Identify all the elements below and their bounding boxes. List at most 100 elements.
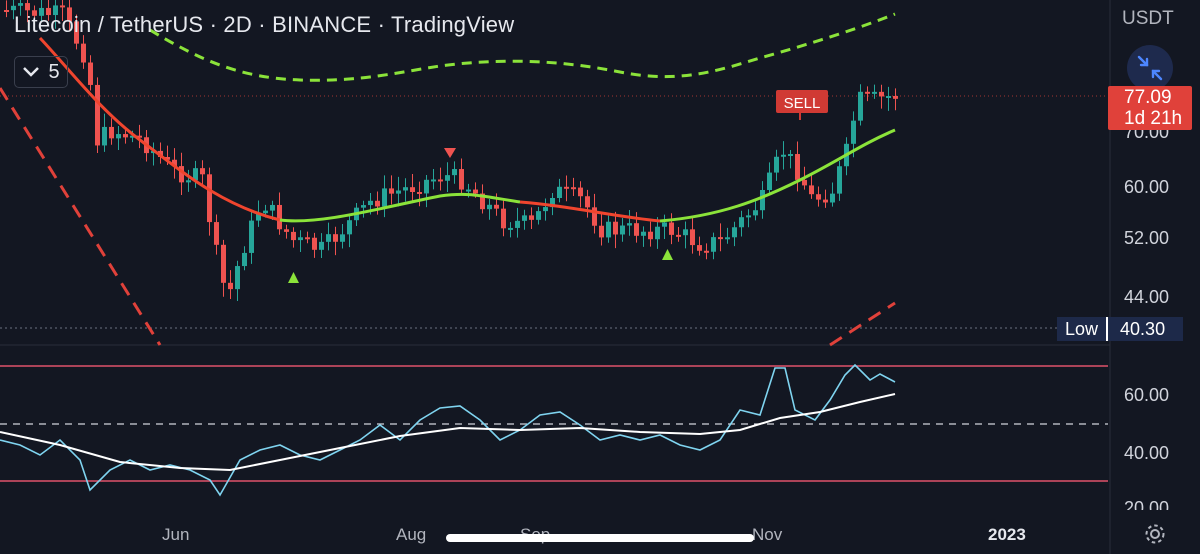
candle-body: [116, 134, 121, 139]
candle-body: [522, 215, 527, 221]
candle-body: [200, 168, 205, 175]
ma-green-segment-2: [659, 128, 896, 223]
low-value: 40.30: [1108, 317, 1184, 341]
candle-body: [410, 187, 415, 192]
candle-body: [592, 207, 597, 226]
currency-label[interactable]: USDT: [1122, 8, 1174, 29]
candle-body: [235, 266, 240, 290]
candle-body: [662, 222, 667, 227]
candle-body: [711, 237, 716, 252]
candle-body: [529, 215, 534, 220]
candle-body: [774, 156, 779, 173]
indicators-toggle-button[interactable]: 5: [14, 56, 68, 88]
candle-body: [697, 245, 702, 251]
candle-body: [424, 179, 429, 194]
candle-body: [123, 134, 128, 138]
candle-body: [109, 126, 114, 139]
candle-body: [340, 234, 345, 242]
candle-body: [277, 204, 282, 230]
candle-body: [382, 188, 387, 207]
rsi-axis-label: 40.00: [1124, 443, 1170, 463]
candle-body: [886, 96, 891, 99]
candle-body: [228, 282, 233, 290]
candle-body: [767, 172, 772, 191]
candle-body: [193, 168, 198, 181]
candle-body: [830, 193, 835, 203]
candle-body: [249, 220, 254, 253]
gear-icon: [1145, 524, 1165, 544]
candle-body: [816, 194, 821, 200]
price-axis-label: 60.00: [1124, 177, 1170, 197]
candle-body: [536, 211, 541, 220]
candle-body: [564, 186, 569, 189]
candle-body: [655, 226, 660, 240]
candle-body: [473, 189, 478, 194]
candle-body: [298, 237, 303, 241]
price-axis-label: 52.00: [1124, 228, 1170, 248]
candle-body: [494, 204, 499, 209]
candle-body: [270, 204, 275, 211]
time-axis-label: Nov: [752, 525, 783, 544]
time-axis-label: Jun: [162, 525, 190, 544]
candle-body: [641, 231, 646, 236]
time-axis-label: 2023: [988, 525, 1026, 544]
candle-body: [725, 237, 730, 240]
candle-body: [11, 5, 16, 11]
candle-body: [669, 222, 674, 235]
candle-body: [732, 227, 737, 238]
candle-body: [585, 196, 590, 208]
candle-body: [368, 200, 373, 206]
candle-body: [60, 5, 65, 8]
candle-body: [781, 154, 786, 157]
candle-body: [788, 154, 793, 157]
sell-tag: [776, 90, 828, 113]
candle-body: [263, 210, 268, 214]
candle-body: [389, 188, 394, 194]
buy-signal-marker: [288, 272, 299, 283]
candle-body: [438, 179, 443, 182]
candle-body: [578, 187, 583, 197]
candle-body: [501, 208, 506, 229]
candle-body: [690, 229, 695, 246]
candle-body: [487, 204, 492, 210]
upper-envelope: [149, 12, 896, 82]
candle-body: [823, 199, 828, 203]
home-indicator[interactable]: [446, 534, 754, 542]
candle-body: [704, 250, 709, 253]
candle-body: [466, 189, 471, 192]
candle-body: [81, 43, 86, 63]
candle-body: [837, 166, 842, 194]
candle-body: [760, 190, 765, 211]
candle-body: [431, 179, 436, 182]
candle-body: [865, 91, 870, 94]
candle-body: [137, 135, 142, 138]
candle-body: [683, 229, 688, 236]
candle-body: [858, 91, 863, 121]
candle-body: [746, 215, 751, 218]
candle-body: [648, 231, 653, 240]
rsi-ma-line: [0, 393, 896, 472]
chevron-down-icon: [23, 67, 40, 77]
candle-body: [417, 191, 422, 194]
candle-body: [165, 157, 170, 160]
candle-body: [312, 237, 317, 250]
candle-body: [375, 200, 380, 207]
candle-body: [634, 223, 639, 236]
candle-body: [452, 169, 457, 176]
current-price-tag: 77.09 1d 21h: [1108, 86, 1192, 130]
candle-body: [543, 207, 548, 212]
rsi-axis-label: 20.00: [1124, 498, 1170, 510]
candle-body: [879, 91, 884, 97]
candle-body: [599, 225, 604, 238]
settings-button[interactable]: [1143, 522, 1167, 551]
ma-green-segment-1: [279, 192, 521, 223]
collapse-button[interactable]: [1127, 45, 1173, 91]
candle-body: [221, 244, 226, 283]
rsi-line: [0, 363, 896, 497]
candle-body: [347, 220, 352, 235]
candle-body: [4, 10, 9, 12]
candle-body: [872, 91, 877, 94]
symbol-title: Litecoin / TetherUS · 2D · BINANCE · Tra…: [14, 12, 515, 37]
candle-body: [557, 186, 562, 199]
